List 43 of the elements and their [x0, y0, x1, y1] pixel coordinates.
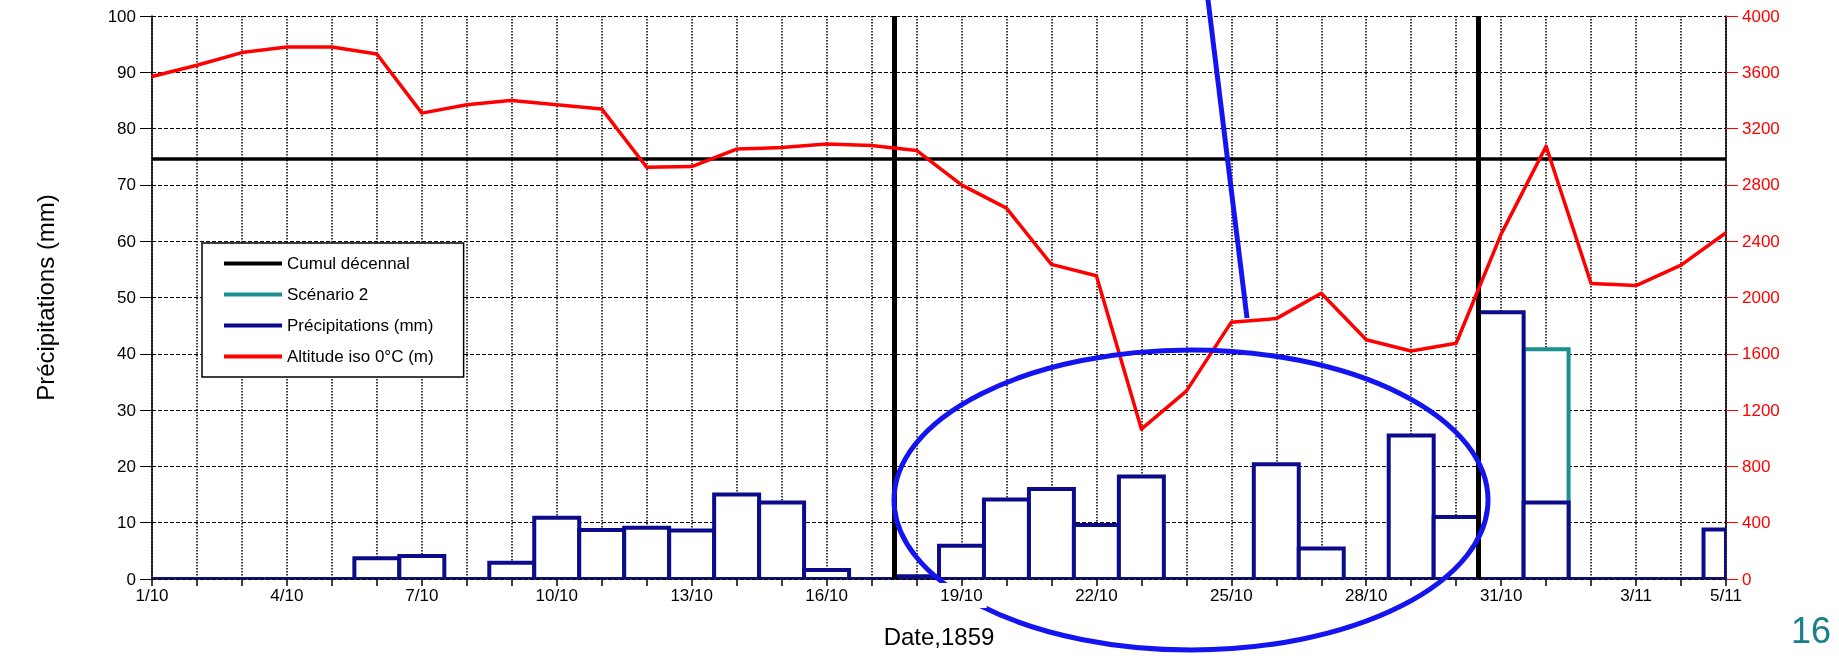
- y-tick-label: 0: [126, 569, 136, 589]
- y-tick-label: 20: [117, 456, 136, 476]
- line-series: [150, 45, 1728, 431]
- legend-label: Cumul décennal: [287, 254, 410, 273]
- y2-tick-label: 2000: [1742, 288, 1780, 307]
- x-tick-label: 22/10: [1075, 586, 1118, 605]
- x-tick-label: 31/10: [1479, 586, 1523, 605]
- y-tick-label: 70: [117, 175, 136, 195]
- y2-tick-label: 1200: [1742, 400, 1780, 420]
- x-tick-label: 28/10: [1344, 586, 1388, 605]
- y2-tick-label: 3600: [1742, 62, 1780, 82]
- x-tick-label: 13/10: [670, 586, 713, 605]
- x-tick-label: 4/10: [270, 586, 304, 605]
- x-tick-label: 16/10: [805, 586, 848, 605]
- x-tick-label: 19/10: [940, 586, 983, 605]
- y2-tick-label: 2400: [1742, 231, 1780, 251]
- x-tick-label: 3/11: [1620, 586, 1652, 605]
- y-tick-label: 60: [117, 231, 136, 251]
- y-tick-label: 90: [117, 62, 136, 82]
- x-tick-label: 10/10: [535, 586, 579, 605]
- y-tick-label: 30: [117, 400, 136, 420]
- y2-tick-label: 1600: [1742, 344, 1780, 364]
- legend-label: Scénario 2: [287, 285, 369, 304]
- legend-label: Altitude iso 0°C (m): [287, 347, 434, 366]
- legend-label: Précipitations (mm): [287, 316, 434, 335]
- y2-tick-label: 400: [1742, 513, 1771, 533]
- y-tick-label: 10: [117, 513, 136, 533]
- x-tick-label: 1/10: [135, 586, 169, 605]
- x-tick-label: 5/11: [1710, 586, 1742, 605]
- y-tick-label: 40: [117, 344, 136, 364]
- x-tick-label: 7/10: [405, 586, 439, 605]
- y2-tick-label: 4000: [1742, 6, 1780, 26]
- y-tick-label: 50: [117, 288, 136, 307]
- y2-tick-label: 3200: [1742, 119, 1780, 139]
- x-axis-title: Date,1859: [883, 622, 995, 650]
- y-tick-label: 80: [117, 119, 136, 139]
- text: 16: [1790, 609, 1831, 651]
- x-tick-label: 25/10: [1210, 586, 1253, 605]
- y-tick-label: 100: [107, 6, 136, 26]
- y2-tick-label: 0: [1742, 569, 1752, 589]
- y2-tick-label: 800: [1742, 456, 1771, 476]
- y-axis-title: Précipitations (mm): [31, 194, 59, 401]
- y2-tick-label: 2800: [1742, 175, 1780, 195]
